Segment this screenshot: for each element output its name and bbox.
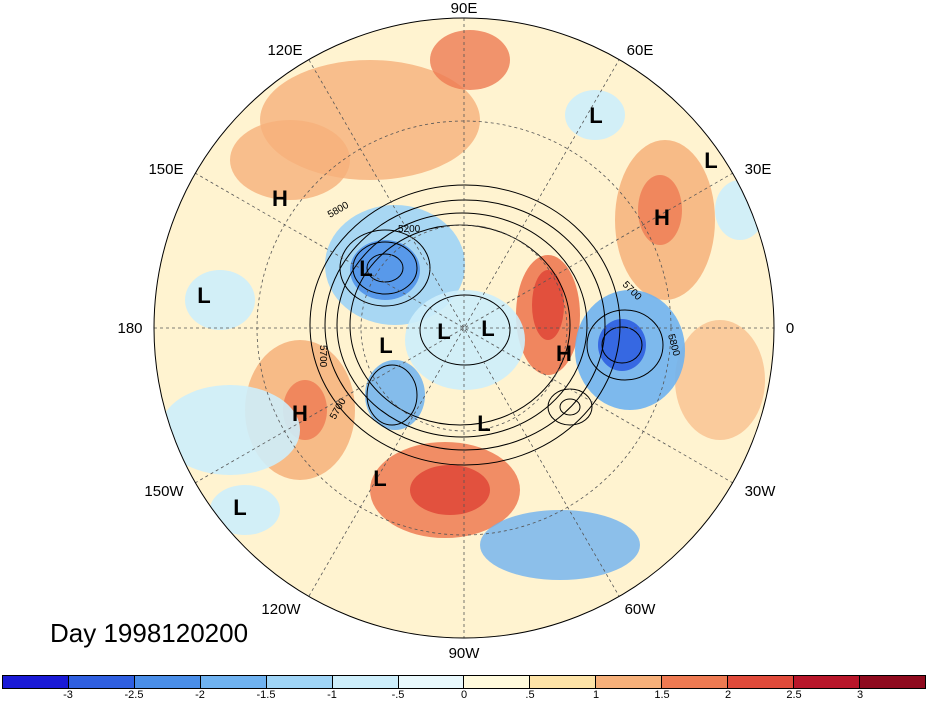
day-title: Day 1998120200 [50,618,249,648]
anomaly-field [154,18,774,638]
low-marker: L [359,256,372,281]
colorbar-swatch [398,676,465,688]
colorbar-tick-label: 2.5 [786,689,802,701]
contour-label: 5200 [398,224,421,235]
colorbar [2,675,926,689]
lon-label-150w: 150W [144,483,184,500]
lon-label-30e: 30E [745,161,772,178]
lon-label-90e: 90E [451,0,478,17]
colorbar-tick-label: 2 [724,689,732,701]
colorbar-tick-label: 1.5 [654,689,670,701]
colorbar-swatch [794,676,860,688]
colorbar-tick-label: -2 [195,689,205,701]
low-marker: L [704,148,717,173]
colorbar-swatch [332,676,399,688]
colorbar-tick-label: -2.5 [124,689,144,701]
low-marker: L [477,411,490,436]
colorbar-swatch [728,676,795,688]
lon-label-90w: 90W [449,645,481,662]
low-marker: L [481,316,494,341]
low-marker: L [197,283,210,308]
colorbar-tick-label: 3 [856,689,864,701]
low-marker: L [437,319,450,344]
colorbar-swatch [596,676,663,688]
graticule [154,18,774,638]
pressure-centers: L L H H L L L L L H H L L L [197,103,717,520]
low-marker: L [589,103,602,128]
lon-label-60e: 60E [627,42,654,59]
colorbar-ticks: -3 -2.5 -2 -1.5 -1 -.5 0 .5 1 1.5 2 2.5 3 [2,689,926,702]
colorbar-swatch [530,676,597,688]
high-marker: H [272,186,288,211]
colorbar-swatch [266,676,333,688]
colorbar-swatch [662,676,729,688]
colorbar-tick-label: -3 [63,689,73,701]
lon-label-150e: 150E [148,161,183,178]
longitude-labels: 90E 60E 30E 0 30W 60W 90W 120W 150W 180 … [117,0,794,662]
low-marker: L [373,466,386,491]
colorbar-tick-label: -.5 [391,689,405,701]
map-boundary [153,17,775,639]
low-marker: L [379,333,392,358]
lon-label-120e: 120E [267,42,302,59]
colorbar-swatch [859,676,925,688]
colorbar-tick-label: 0 [460,689,468,701]
colorbar-swatch [464,676,531,688]
lon-label-0: 0 [786,320,794,337]
lon-label-30w: 30W [745,483,777,500]
lon-label-60w: 60W [625,601,657,618]
high-marker: H [292,401,308,426]
colorbar-swatch [200,676,267,688]
colorbar-tick-label: .5 [525,689,535,701]
contour-label: 5700 [317,345,328,368]
lon-label-120w: 120W [261,601,301,618]
low-marker: L [233,495,246,520]
colorbar-tick-label: -1 [327,689,337,701]
high-marker: H [556,341,572,366]
colorbar-swatch [3,676,69,688]
high-marker: H [654,205,670,230]
lon-label-180: 180 [117,320,142,337]
colorbar-swatch [68,676,135,688]
colorbar-tick-label: 1 [592,689,600,701]
colorbar-swatch [134,676,201,688]
colorbar-tick-label: -1.5 [256,689,276,701]
